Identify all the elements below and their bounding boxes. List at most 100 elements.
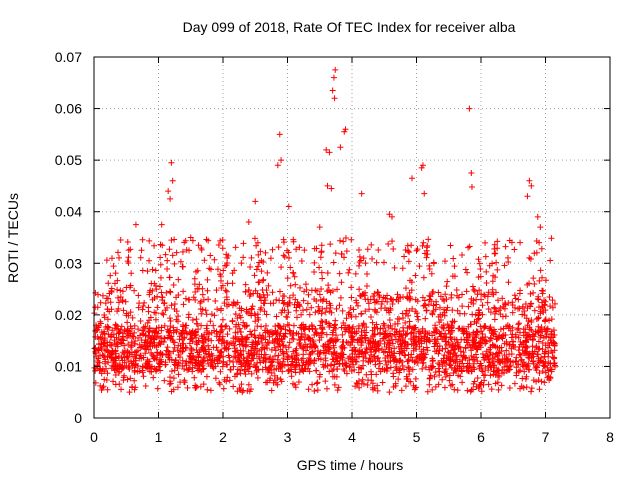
data-point	[306, 368, 313, 375]
data-point	[278, 264, 285, 271]
data-point	[249, 355, 256, 362]
data-point	[200, 296, 207, 303]
data-point	[435, 365, 442, 372]
data-point	[148, 280, 155, 287]
data-point	[371, 306, 378, 313]
data-point	[390, 370, 397, 377]
data-point	[305, 291, 312, 298]
data-point	[439, 376, 446, 383]
data-point	[483, 338, 490, 345]
data-point	[217, 368, 224, 375]
data-point	[181, 377, 188, 384]
data-point	[349, 339, 356, 346]
data-point	[538, 378, 545, 385]
data-point	[474, 358, 481, 365]
data-point	[371, 299, 378, 306]
data-point	[274, 375, 281, 382]
data-point	[204, 276, 211, 283]
data-point	[391, 264, 398, 271]
data-point	[182, 237, 189, 244]
data-point	[459, 379, 466, 386]
data-point	[273, 313, 280, 320]
data-point	[423, 344, 430, 351]
data-point	[358, 339, 365, 346]
y-axis-label: ROTI / TECUs	[5, 193, 21, 283]
data-point	[498, 382, 505, 389]
data-point	[117, 287, 124, 294]
data-point	[460, 353, 467, 360]
data-point	[372, 338, 379, 345]
data-point	[317, 254, 324, 261]
data-point	[535, 304, 542, 311]
data-point	[207, 266, 214, 273]
data-point	[319, 275, 326, 282]
data-point	[482, 372, 489, 379]
data-point	[292, 296, 299, 303]
data-point	[522, 375, 529, 382]
data-point	[459, 303, 466, 310]
data-point	[318, 242, 325, 249]
data-point	[179, 248, 186, 255]
data-point	[318, 269, 325, 276]
data-point	[302, 365, 309, 372]
data-point	[416, 343, 423, 350]
data-point	[248, 347, 255, 354]
data-point	[251, 310, 258, 317]
data-point	[146, 257, 153, 264]
data-point	[386, 317, 393, 324]
data-point	[366, 306, 373, 313]
data-point	[345, 355, 352, 362]
data-point	[314, 287, 321, 294]
data-point	[433, 301, 440, 308]
data-point	[235, 321, 242, 328]
data-point	[290, 322, 297, 329]
data-point	[157, 241, 164, 248]
data-point	[531, 348, 538, 355]
data-point	[380, 259, 387, 266]
data-point	[176, 336, 183, 343]
data-point	[92, 367, 99, 374]
data-point	[268, 359, 275, 366]
data-point	[488, 386, 495, 393]
data-point	[236, 385, 243, 392]
data-point	[252, 345, 259, 352]
data-point	[286, 366, 293, 373]
data-point	[444, 278, 451, 285]
data-point	[302, 325, 309, 332]
data-point	[431, 373, 438, 380]
data-point	[352, 270, 359, 277]
data-point	[268, 387, 275, 394]
data-point	[255, 316, 262, 323]
data-point	[346, 266, 353, 273]
data-point	[318, 318, 325, 325]
data-point	[180, 301, 187, 308]
data-point	[536, 239, 543, 246]
data-point	[92, 327, 99, 334]
data-point	[471, 288, 478, 295]
data-point	[110, 331, 117, 338]
data-point	[171, 236, 178, 243]
data-point	[238, 338, 245, 345]
data-point	[474, 374, 481, 381]
data-point	[290, 236, 297, 243]
data-point	[183, 246, 190, 253]
data-point	[467, 388, 474, 395]
data-point	[254, 359, 261, 366]
data-point	[242, 342, 249, 349]
data-point	[437, 333, 444, 340]
data-point	[135, 304, 142, 311]
data-point	[322, 309, 329, 316]
data-point	[290, 336, 297, 343]
data-point	[533, 364, 540, 371]
data-point	[124, 325, 131, 332]
data-point	[243, 335, 250, 342]
data-point	[493, 259, 500, 266]
data-point	[246, 310, 253, 317]
data-point	[269, 289, 276, 296]
data-point	[374, 341, 381, 348]
data-point	[485, 367, 492, 374]
data-point	[202, 337, 209, 344]
data-point	[372, 361, 379, 368]
data-point	[173, 308, 180, 315]
data-point	[205, 360, 212, 367]
